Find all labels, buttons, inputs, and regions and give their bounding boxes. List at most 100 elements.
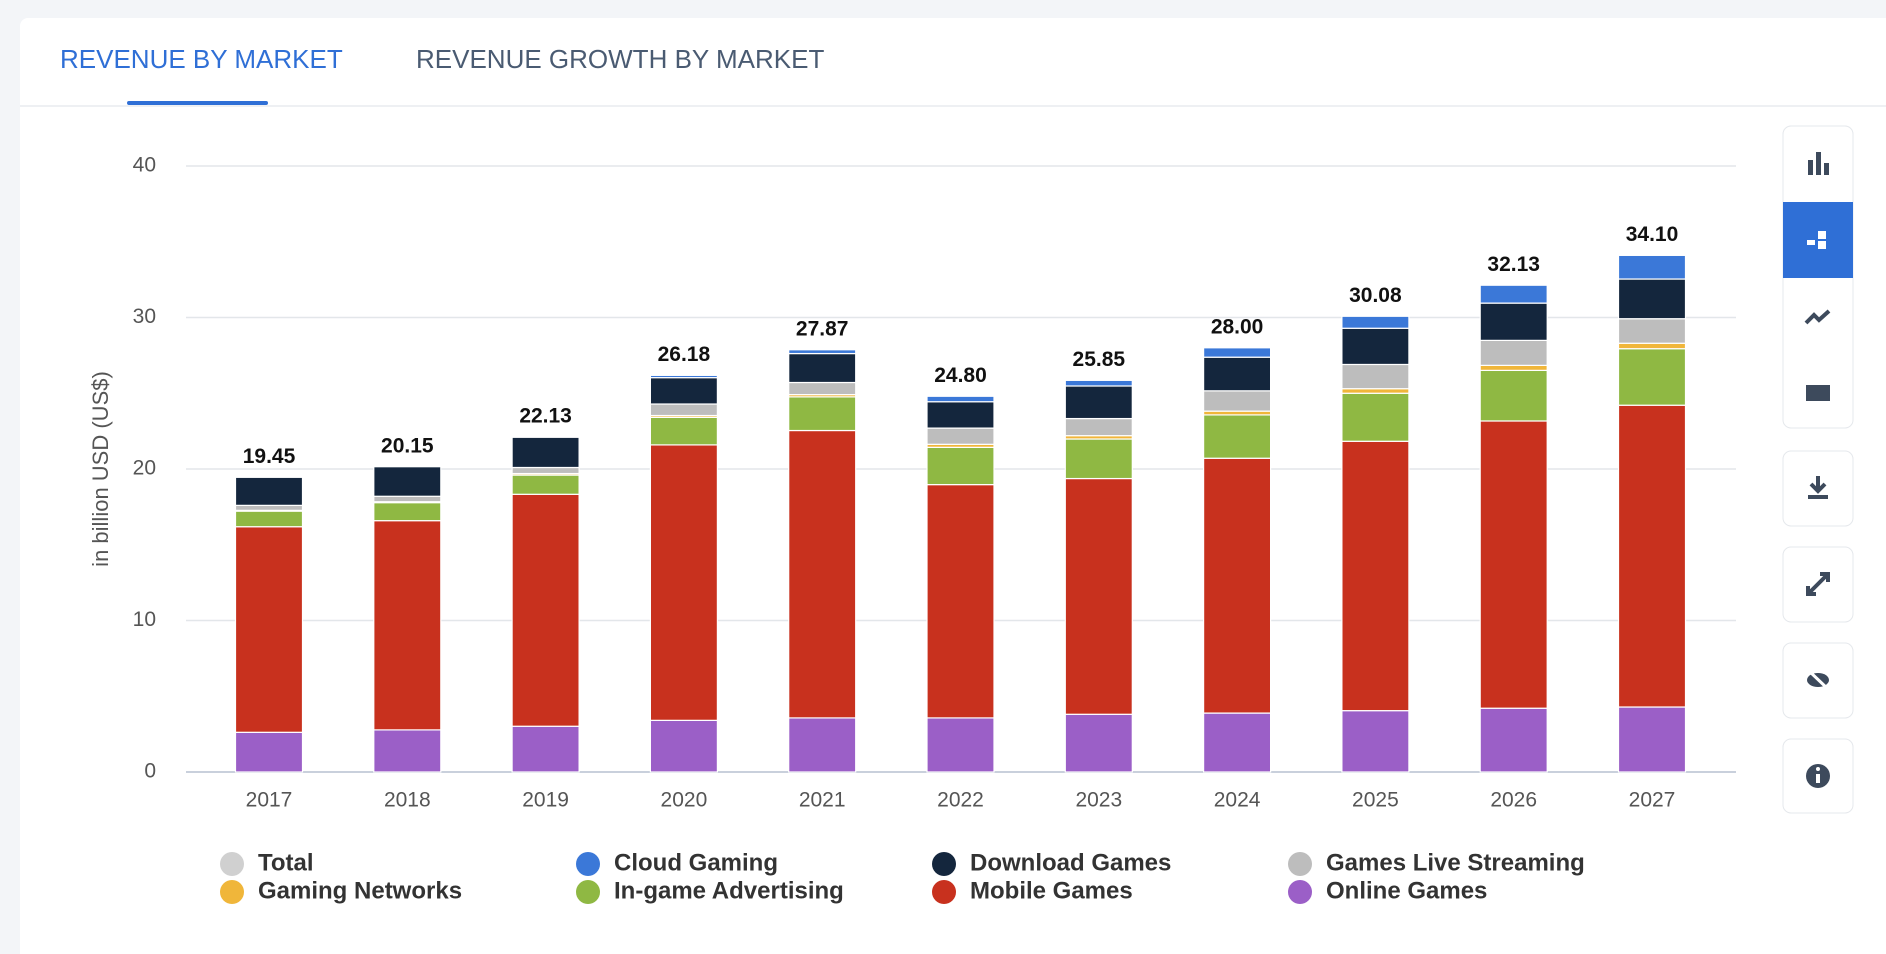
bar-segment — [1202, 712, 1272, 773]
bar-segment — [373, 729, 442, 773]
bar-segment — [373, 466, 442, 497]
bar-segment — [1202, 457, 1272, 714]
x-tick-label: 2025 — [1352, 789, 1399, 812]
tab-active[interactable]: REVENUE BY MARKET — [60, 44, 343, 74]
bar-segment — [649, 416, 719, 446]
bar-segment — [926, 427, 995, 445]
bar-segment — [234, 510, 304, 528]
icon-info-dot — [1816, 767, 1820, 771]
legend-label[interactable]: Online Games — [1326, 877, 1487, 904]
tab-underline — [127, 101, 268, 105]
icon-download — [1808, 476, 1828, 499]
bar-segment — [926, 395, 995, 403]
icon-stack — [1818, 231, 1826, 239]
bar-segment — [234, 731, 304, 773]
bar-segment — [1064, 379, 1133, 387]
bar-segment — [1479, 302, 1548, 341]
sidebar — [1782, 125, 1854, 814]
bar-segment — [1064, 713, 1133, 773]
bar-segment — [1064, 417, 1133, 437]
icon-line[interactable] — [1804, 309, 1831, 325]
legend-label[interactable]: Download Games — [970, 849, 1171, 876]
icon-stack — [1818, 241, 1826, 249]
bar-segment — [1341, 363, 1410, 390]
bar-segment — [788, 349, 857, 355]
y-tick-label: 10 — [133, 608, 156, 631]
bar-segment — [1479, 369, 1548, 422]
bar-segment — [1617, 318, 1687, 344]
bar-segment — [1479, 339, 1548, 366]
value-label: 22.13 — [519, 404, 572, 427]
bar-segment — [926, 484, 995, 719]
bar-segment — [649, 374, 719, 379]
legend-label[interactable]: In-game Advertising — [614, 877, 844, 904]
bar-segment — [649, 719, 719, 773]
icon-eye-slash — [1806, 668, 1831, 692]
bar-segment — [649, 377, 719, 405]
bar-segment — [511, 436, 580, 469]
icon-bar[interactable] — [1808, 160, 1813, 175]
bar-segment — [1479, 707, 1548, 773]
value-label: 25.85 — [1073, 348, 1126, 371]
bar-segment — [788, 381, 857, 396]
legend-label[interactable]: Gaming Networks — [258, 877, 462, 904]
tab[interactable]: REVENUE GROWTH BY MARKET — [416, 44, 824, 74]
bar-segment — [1617, 404, 1687, 708]
value-label: 24.80 — [934, 364, 987, 387]
bar-segment — [1064, 477, 1133, 715]
legend-label[interactable]: Mobile Games — [970, 877, 1133, 904]
bar-segment — [511, 474, 580, 495]
legend-label[interactable]: Games Live Streaming — [1326, 849, 1585, 876]
active-view[interactable] — [1783, 202, 1853, 278]
bar-segment — [1617, 348, 1687, 406]
bar-segment — [1617, 278, 1687, 320]
x-tick-label: 2024 — [1214, 789, 1261, 812]
y-axis-label: in billion USD (US$) — [88, 371, 113, 567]
icon-table[interactable] — [1806, 385, 1830, 401]
bar-segment — [1479, 420, 1548, 709]
bar-segment — [1341, 440, 1410, 712]
bar-segment — [649, 444, 719, 721]
icon-info-i — [1816, 774, 1820, 783]
bar-segment — [1341, 315, 1410, 329]
bar-segment — [1341, 327, 1410, 366]
x-tick-label: 2022 — [937, 789, 984, 812]
bar-segment — [234, 526, 304, 733]
bar-segment — [1202, 356, 1272, 392]
bar-segment — [1202, 390, 1272, 412]
bar-segment — [788, 396, 857, 432]
bar-segment — [373, 495, 442, 503]
bar-segment — [788, 352, 857, 384]
bar-segment — [511, 725, 580, 773]
legend-label[interactable]: Total — [258, 849, 314, 876]
icon-bar — [1816, 152, 1821, 175]
legend-swatch — [1288, 852, 1312, 876]
x-tick-label: 2018 — [384, 789, 431, 812]
bar-segment — [1617, 706, 1687, 773]
value-label: 34.10 — [1626, 223, 1679, 246]
legend-label[interactable]: Cloud Gaming — [614, 849, 778, 876]
legend-swatch — [576, 880, 600, 904]
bar-segment — [511, 466, 580, 475]
x-tick-label: 2020 — [661, 789, 708, 812]
bar-segment — [926, 401, 995, 429]
x-tick-label: 2026 — [1490, 789, 1537, 812]
x-tick-label: 2021 — [799, 789, 846, 812]
bar-segment — [1479, 364, 1548, 371]
bar-segment — [788, 717, 857, 773]
x-tick-label: 2023 — [1075, 789, 1122, 812]
icon-bar — [1824, 163, 1829, 175]
bar-segment — [1341, 388, 1410, 394]
value-label: 32.13 — [1487, 253, 1540, 276]
value-label: 26.18 — [658, 343, 711, 366]
bar-segment — [1202, 347, 1272, 358]
bar-segment — [1202, 414, 1272, 459]
value-label: 20.15 — [381, 434, 434, 457]
y-tick-label: 20 — [133, 457, 156, 480]
bar-segment — [1064, 385, 1133, 420]
x-tick-label: 2017 — [246, 789, 293, 812]
legend-swatch — [576, 852, 600, 876]
legend-swatch — [220, 880, 244, 904]
